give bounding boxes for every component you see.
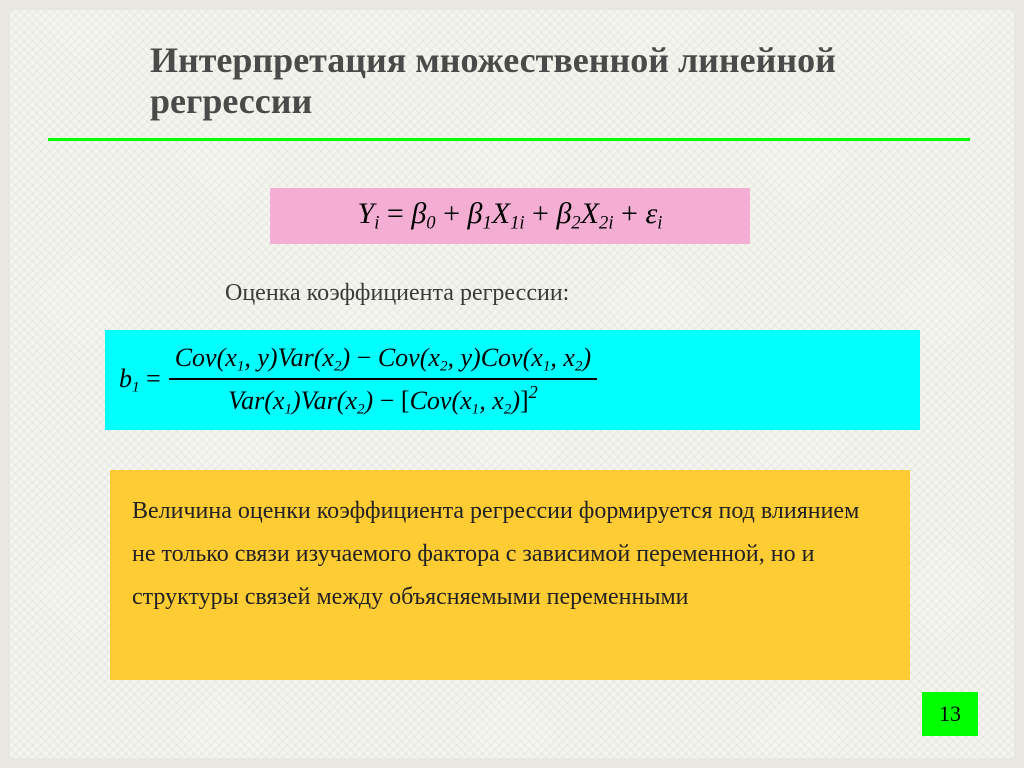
- slide: Интерпретация множественной линейной рег…: [10, 10, 1014, 758]
- equation-model-box: Yi = β0 + β1X1i + β2X2i + εi: [270, 188, 750, 244]
- description-text: Величина оценки коэффициента регрессии ф…: [132, 490, 888, 620]
- slide-title: Интерпретация множественной линейной рег…: [150, 40, 890, 123]
- eq-numerator: Cov(x1, y)Var(x2) − Cov(x2, y)Cov(x1, x2…: [169, 340, 597, 378]
- page-number-box: 13: [922, 692, 978, 736]
- title-wrap: Интерпретация множественной линейной рег…: [150, 40, 890, 123]
- eq-denominator: Var(x1)Var(x2) − [Cov(x1, x2)]2: [222, 380, 544, 421]
- equation-coef: b1 = Cov(x1, y)Var(x2) − Cov(x2, y)Cov(x…: [119, 340, 597, 420]
- eq-fraction: Cov(x1, y)Var(x2) − Cov(x2, y)Cov(x1, x2…: [169, 340, 597, 420]
- equation-model: Yi = β0 + β1X1i + β2X2i + εi: [358, 197, 663, 235]
- eq-lhs: b1 =: [119, 364, 161, 397]
- description-box: Величина оценки коэффициента регрессии ф…: [110, 470, 910, 680]
- subtitle: Оценка коэффициента регрессии:: [225, 280, 569, 307]
- equation-coef-box: b1 = Cov(x1, y)Var(x2) − Cov(x2, y)Cov(x…: [105, 330, 920, 430]
- page-number: 13: [939, 701, 961, 727]
- title-underline: [48, 138, 970, 141]
